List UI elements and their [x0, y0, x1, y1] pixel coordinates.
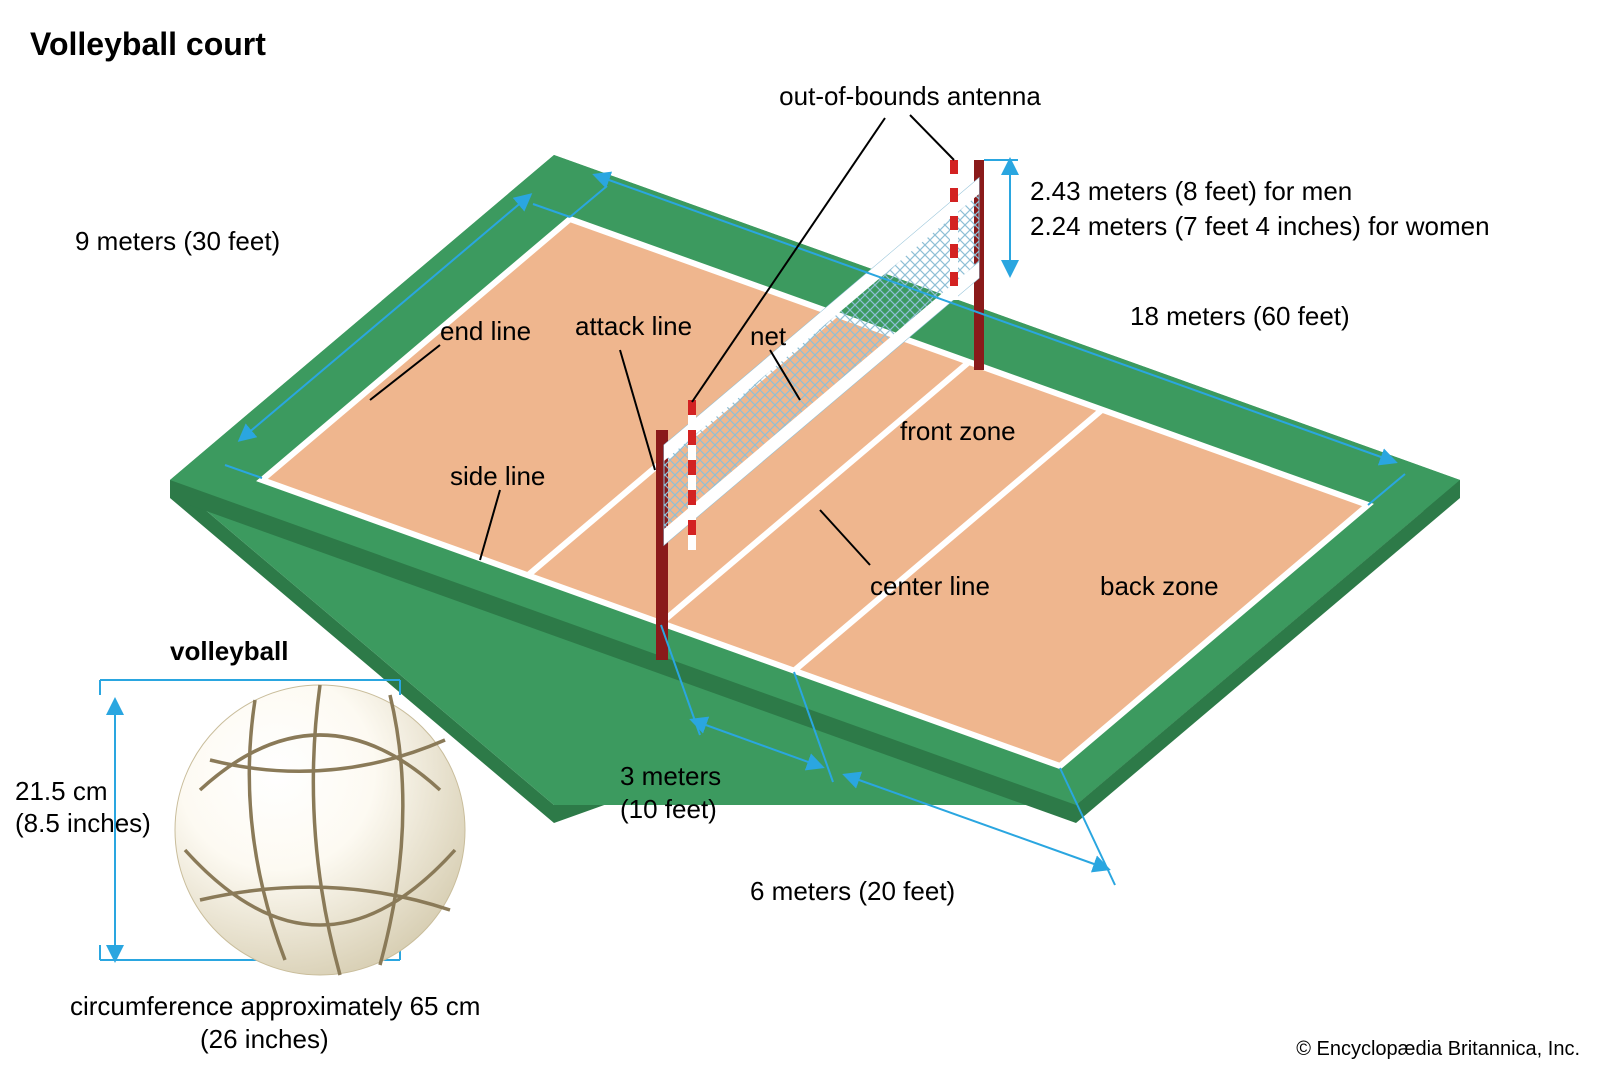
ball-diameter-in: (8.5 inches)	[15, 808, 151, 838]
dim-width-text: 9 meters (30 feet)	[75, 226, 280, 256]
antenna-near	[688, 400, 696, 550]
label-antenna: out-of-bounds antenna	[779, 81, 1041, 111]
label-attack-line: attack line	[575, 311, 692, 341]
label-end-line: end line	[440, 316, 531, 346]
volleyball-ball	[175, 685, 465, 975]
dim-net-men: 2.43 meters (8 feet) for men	[1030, 176, 1352, 206]
ball-circ-2: (26 inches)	[200, 1024, 329, 1054]
ball-diameter-cm: 21.5 cm	[15, 776, 108, 806]
dim-net-women: 2.24 meters (7 feet 4 inches) for women	[1030, 211, 1490, 241]
label-net: net	[750, 321, 787, 351]
dim-length-text: 18 meters (60 feet)	[1130, 301, 1350, 331]
copyright-text: © Encyclopædia Britannica, Inc.	[1296, 1038, 1580, 1060]
label-center-line: center line	[870, 571, 990, 601]
ball-circ-1: circumference approximately 65 cm	[70, 991, 480, 1021]
volleyball-title: volleyball	[170, 636, 289, 666]
label-front-zone: front zone	[900, 416, 1016, 446]
antenna-far	[950, 160, 958, 300]
page-title: Volleyball court	[30, 26, 266, 62]
dim-backzone-text: 6 meters (20 feet)	[750, 876, 955, 906]
dim-attack-text-sub: (10 feet)	[620, 794, 717, 824]
label-side-line: side line	[450, 461, 545, 491]
label-back-zone: back zone	[1100, 571, 1219, 601]
dim-attack-text: 3 meters	[620, 761, 721, 791]
volleyball-diagram: Volleyball court	[0, 0, 1600, 1071]
